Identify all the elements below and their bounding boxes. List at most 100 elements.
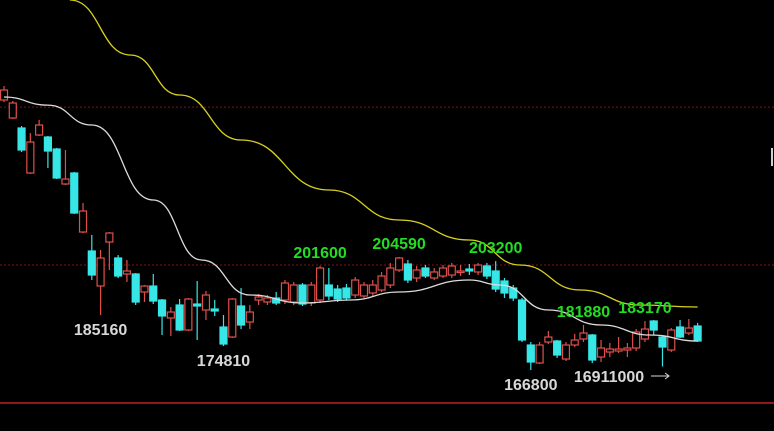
candle-body [693,325,702,342]
candle [184,298,193,331]
candle-body [658,336,667,348]
candle-body [447,265,456,276]
candle [228,298,237,339]
candle [61,150,70,186]
candle-body [632,331,641,349]
candle-body [263,297,272,303]
candle [201,290,211,321]
candle-body [149,285,158,302]
candle [324,268,333,301]
high-price-label: 183170 [618,300,671,317]
candle-body [166,311,175,319]
candle [149,273,158,305]
candle-body [245,311,254,323]
candle-body [526,344,535,363]
candle-body [210,308,219,312]
candle-body [307,284,316,304]
candle [245,305,254,330]
candle-body [35,124,44,136]
candle-body [131,273,140,303]
candle [52,147,61,180]
candle-body [201,294,211,311]
high-price-label: 203200 [469,240,522,257]
candle-body [561,344,571,360]
high-price-label: 201600 [293,245,346,262]
candle-body [675,326,685,338]
candle [78,202,88,234]
candle [386,263,395,289]
candle-body [140,285,149,293]
candle-body [474,264,483,273]
candle [114,255,123,279]
candle [298,283,307,306]
candle [535,342,544,365]
candle [0,85,9,103]
low-price-label: 174810 [197,353,250,370]
high-price-label: 181880 [557,304,610,321]
candle [87,235,96,281]
candle-body [236,305,246,326]
candle [342,284,351,301]
candle-body [184,298,193,331]
ma-long-line [69,0,698,308]
candle [236,288,246,330]
candle-body [535,344,544,364]
candle-body [70,172,79,214]
candle-body [482,265,491,277]
candle [351,277,360,299]
candle-body [579,332,588,340]
candle [35,120,44,136]
candle-body [8,102,17,119]
candle [482,263,491,280]
candle-body [122,270,132,275]
candle [579,324,588,343]
candle [491,261,500,293]
candle-body [395,257,404,271]
candle [658,335,667,367]
candle-body [570,339,579,346]
gridlines [0,106,774,404]
candle-body [456,270,465,274]
candle [623,343,632,358]
candle [333,285,342,303]
candle [632,329,641,351]
candle [588,334,597,364]
arrow-icon [664,372,670,380]
candle-body [386,267,395,286]
candle-body [544,336,553,343]
candle [561,342,571,361]
candle [474,263,483,276]
candle [544,330,553,345]
candle-body [105,232,114,243]
right-edge-marker [771,148,773,166]
candle [675,320,685,339]
candle [175,299,184,331]
candle-body [315,267,325,301]
candle-body [596,347,606,358]
candle-body [588,334,597,361]
candle [438,265,448,279]
candle-body [0,89,9,101]
candle [377,271,386,293]
candle [553,340,562,359]
candle [70,171,79,215]
candle [596,340,606,363]
candle-body [219,326,228,345]
candle-body [351,279,360,296]
candle [640,321,650,343]
candle [456,265,465,276]
candle [359,282,369,299]
candle-body [324,284,333,297]
ma-short-line [3,96,698,342]
candle-body [684,327,693,334]
candle [122,260,132,283]
candle [96,250,105,316]
candle-body [17,127,26,151]
candle-body [61,178,70,185]
candle-body [667,329,676,351]
candle-body [491,270,500,290]
candle-body [298,284,307,305]
candle [8,100,17,120]
price-annotations: 185160 174810 201600 204590 203200 166800 1818… [74,236,672,394]
